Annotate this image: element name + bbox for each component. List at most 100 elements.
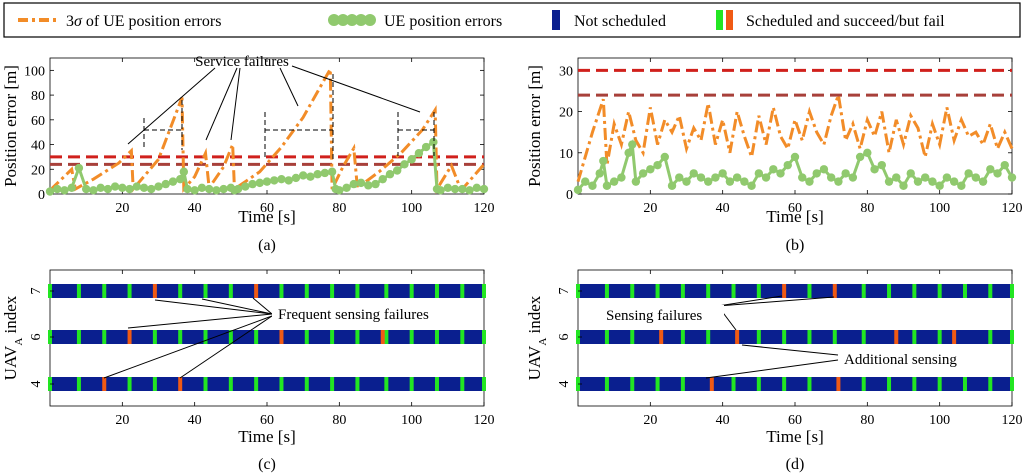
ue-point bbox=[682, 177, 691, 186]
fail-mark bbox=[178, 377, 183, 391]
service-failures-label: Service failures bbox=[195, 54, 289, 70]
ue-point bbox=[646, 165, 655, 174]
success-mark bbox=[152, 377, 157, 391]
success-mark bbox=[228, 284, 233, 298]
success-mark bbox=[680, 377, 685, 391]
ue-point bbox=[747, 181, 756, 190]
ue-point bbox=[1007, 173, 1017, 182]
ue-point bbox=[805, 177, 814, 186]
y-tick-label: 80 bbox=[31, 89, 45, 104]
success-mark bbox=[355, 330, 360, 344]
success-mark bbox=[962, 284, 967, 298]
ue-point bbox=[971, 173, 981, 182]
ue-point bbox=[190, 186, 199, 195]
panel-d-rows bbox=[576, 284, 1014, 391]
ue-point bbox=[617, 173, 626, 182]
ue-point bbox=[790, 152, 800, 162]
success-mark bbox=[1010, 377, 1014, 391]
ue-point bbox=[233, 184, 243, 194]
success-mark bbox=[178, 284, 183, 298]
ue-point bbox=[393, 166, 402, 175]
x-tick-label: 60 bbox=[788, 413, 802, 428]
success-mark bbox=[460, 330, 465, 344]
ue-point bbox=[718, 169, 727, 178]
row-index-label: 6 bbox=[29, 334, 44, 341]
success-mark bbox=[102, 284, 107, 298]
panel-b-ylabel: Position error [m] bbox=[525, 65, 544, 187]
ue-point bbox=[628, 140, 637, 149]
fail-mark bbox=[102, 377, 107, 391]
ue-point bbox=[588, 181, 597, 190]
sigma-series-line bbox=[576, 94, 1014, 183]
x-tick-label: 80 bbox=[860, 413, 874, 428]
legend: 3σ of UE position errors UE position err… bbox=[3, 2, 1021, 38]
ue-point bbox=[826, 173, 836, 182]
y-tick-label: 20 bbox=[559, 106, 573, 121]
y-tick-label: 40 bbox=[31, 139, 45, 154]
success-mark bbox=[482, 330, 486, 344]
success-mark bbox=[706, 284, 711, 298]
panel-c: 7 6 4 20 40 60 80 100 120 Time [s] UAVA index (c… bbox=[1, 269, 495, 473]
fail-mark bbox=[709, 377, 714, 391]
schedule-row-bar bbox=[51, 284, 483, 298]
ue-point bbox=[675, 173, 684, 182]
y-tick-label: 30 bbox=[559, 64, 573, 79]
ue-point bbox=[776, 169, 785, 178]
ue-point bbox=[783, 160, 792, 170]
ue-point bbox=[964, 169, 973, 178]
success-mark bbox=[756, 330, 761, 344]
schedule-row-bar bbox=[579, 284, 1011, 298]
x-tick-label: 80 bbox=[860, 201, 874, 216]
sensing-failures-label: Sensing failures bbox=[606, 308, 702, 324]
success-mark bbox=[330, 377, 335, 391]
x-tick-label: 20 bbox=[643, 201, 657, 216]
success-mark bbox=[178, 330, 183, 344]
success-mark bbox=[861, 377, 866, 391]
success-mark bbox=[203, 330, 208, 344]
x-tick-label: 60 bbox=[260, 413, 274, 428]
success-mark bbox=[384, 330, 389, 344]
ue-point bbox=[414, 149, 424, 158]
ue-point bbox=[653, 160, 662, 170]
success-mark bbox=[127, 377, 132, 391]
legend-sigma-label: 3σ of UE position errors bbox=[66, 13, 221, 30]
success-mark bbox=[655, 377, 660, 391]
ue-point bbox=[327, 167, 337, 176]
ue-point bbox=[139, 183, 149, 193]
fail-mark bbox=[380, 330, 385, 344]
ue-point bbox=[602, 181, 612, 190]
success-mark bbox=[807, 284, 812, 298]
ue-point bbox=[942, 173, 952, 182]
ue-point bbox=[320, 168, 330, 178]
fail-mark bbox=[127, 330, 132, 344]
success-mark bbox=[482, 284, 486, 298]
ue-point bbox=[993, 169, 1002, 178]
ue-point bbox=[595, 169, 604, 178]
ue-point bbox=[624, 148, 633, 157]
ue-point bbox=[248, 179, 257, 189]
ue-point bbox=[638, 169, 648, 178]
success-mark bbox=[330, 330, 335, 344]
success-mark bbox=[912, 330, 917, 344]
success-mark bbox=[988, 377, 993, 391]
success-mark bbox=[756, 284, 761, 298]
success-mark bbox=[706, 330, 711, 344]
success-mark bbox=[937, 330, 942, 344]
ue-point bbox=[349, 179, 358, 189]
success-mark bbox=[434, 330, 439, 344]
success-mark bbox=[127, 284, 132, 298]
ue-point bbox=[176, 174, 185, 184]
success-mark bbox=[279, 377, 284, 391]
success-mark bbox=[76, 284, 81, 298]
legend-scheduled-label: Scheduled and succeed/but fail bbox=[746, 13, 945, 30]
ue-point bbox=[986, 165, 995, 174]
legend-ue-marker bbox=[328, 14, 376, 26]
success-mark bbox=[731, 377, 736, 391]
success-mark bbox=[807, 377, 812, 391]
ue-point bbox=[913, 177, 923, 186]
ue-point bbox=[906, 169, 915, 178]
success-mark bbox=[254, 330, 259, 344]
ue-point bbox=[479, 184, 489, 194]
x-tick-label: 60 bbox=[788, 201, 802, 216]
ue-point bbox=[899, 181, 908, 190]
